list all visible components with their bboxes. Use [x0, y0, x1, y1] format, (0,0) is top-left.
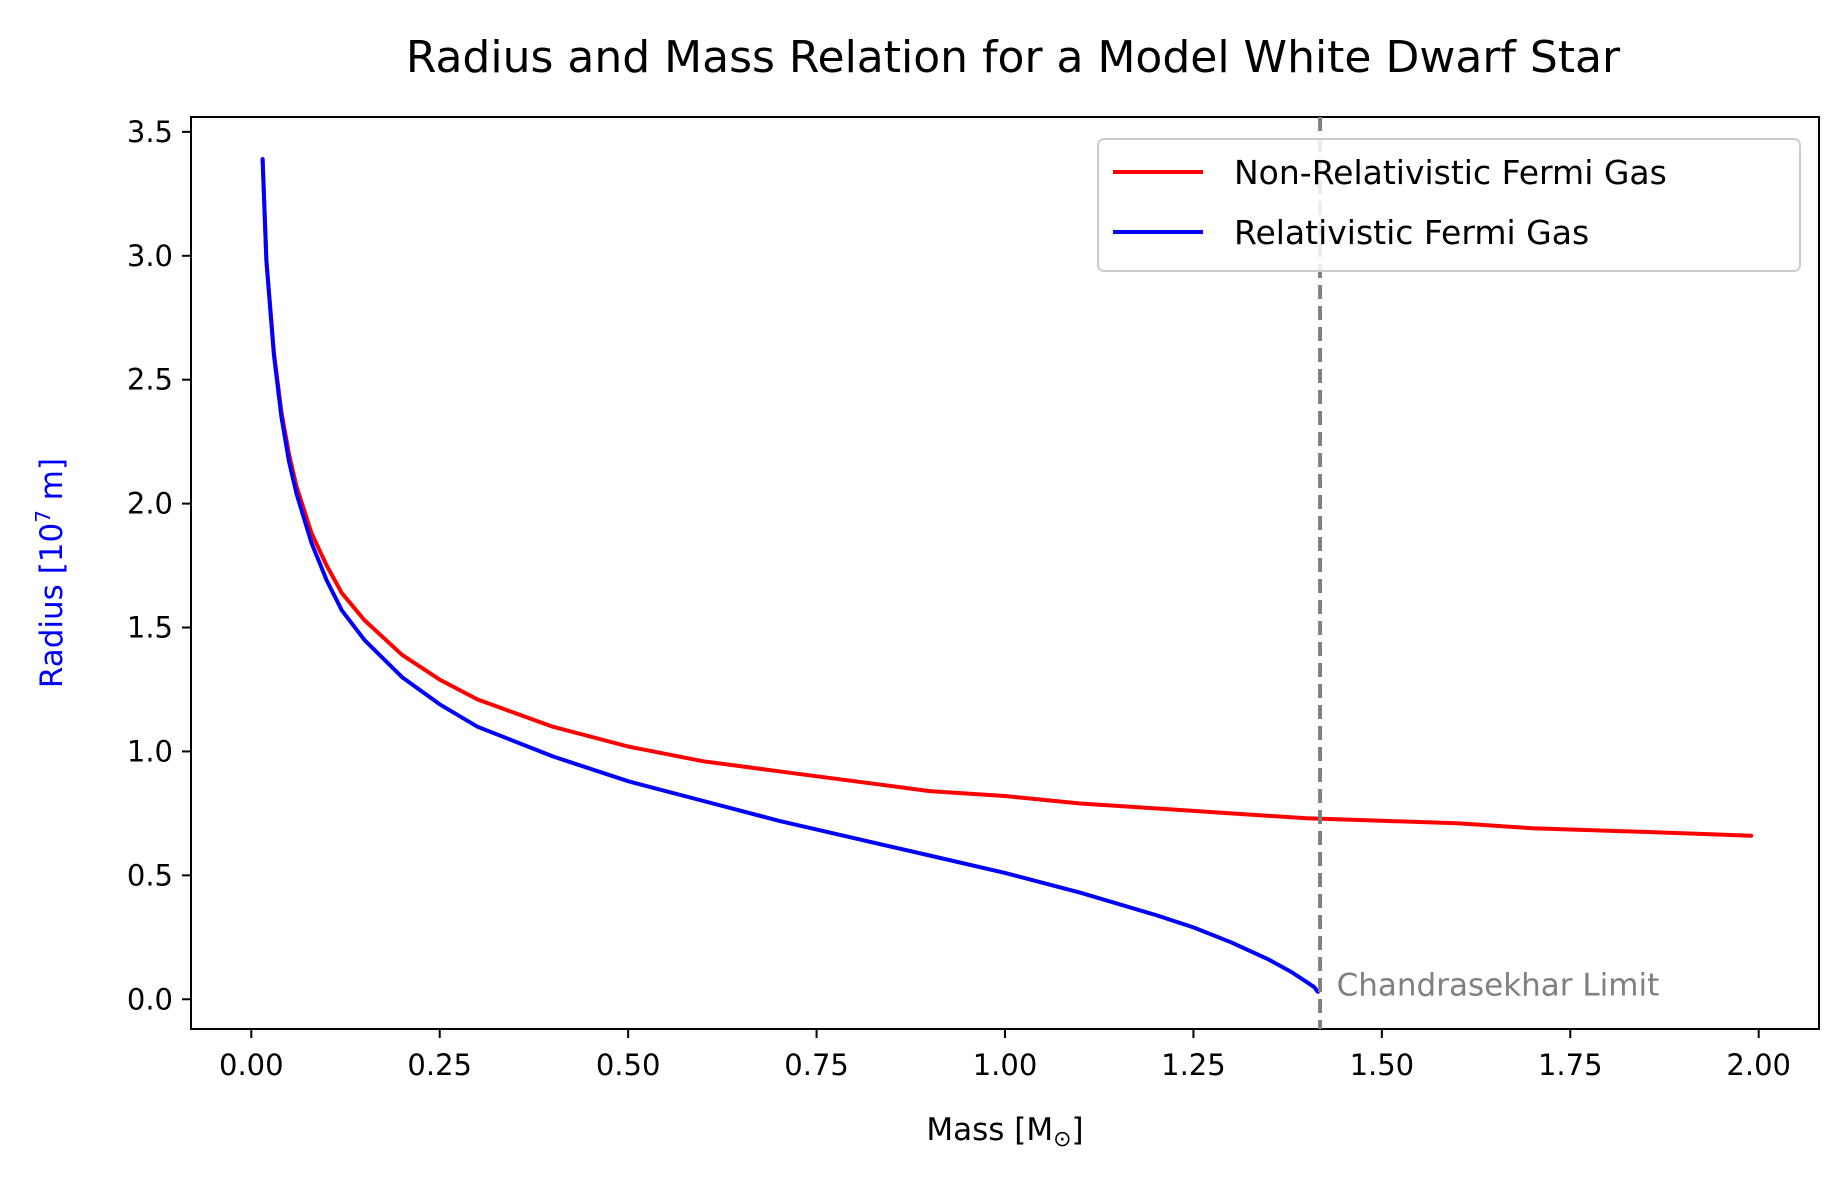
- legend-label-non-relativistic: Non-Relativistic Fermi Gas: [1234, 153, 1667, 192]
- x-tick-label: 1.50: [1350, 1048, 1415, 1082]
- y-tick-label: 1.5: [127, 611, 173, 645]
- y-tick-label: 3.0: [127, 239, 173, 273]
- x-axis-label-subscript: ⊙: [1053, 1127, 1071, 1152]
- legend-label-relativistic: Relativistic Fermi Gas: [1234, 213, 1589, 252]
- x-axis-ticks: 0.00 0.25 0.50 0.75 1.00 1.25 1.50 1.75 2.00: [219, 1029, 1791, 1082]
- x-tick-label: 1.75: [1538, 1048, 1603, 1082]
- y-tick-label: 0.0: [127, 982, 173, 1016]
- x-axis-label-text: Mass [M: [926, 1112, 1053, 1148]
- x-tick-label: 0.75: [784, 1048, 849, 1082]
- y-tick-label: 1.0: [127, 734, 173, 768]
- x-tick-label: 2.00: [1726, 1048, 1791, 1082]
- chart-title: Radius and Mass Relation for a Model Whi…: [406, 32, 1621, 83]
- legend: Non-Relativistic Fermi Gas Relativistic …: [1097, 138, 1801, 272]
- y-tick-label: 2.5: [127, 363, 173, 397]
- x-tick-label: 0.50: [596, 1048, 661, 1082]
- plot-area: Chandrasekhar Limit 0.00 0.25 0.50 0.75 1.00…: [127, 115, 1820, 1082]
- y-tick-label: 2.0: [127, 487, 173, 521]
- chandrasekhar-limit-annotation: Chandrasekhar Limit: [1337, 967, 1660, 1003]
- x-axis-label-close: ]: [1072, 1112, 1084, 1148]
- x-tick-label: 1.00: [973, 1048, 1038, 1082]
- y-axis-label-unit: m]: [34, 458, 70, 510]
- y-tick-label: 0.5: [127, 858, 173, 892]
- y-tick-label: 3.5: [127, 115, 173, 149]
- y-axis-label-text: Radius [10: [34, 523, 70, 688]
- series-layer: [260, 157, 1754, 994]
- y-axis-label-superscript: 7: [31, 510, 55, 523]
- y-axis-label: Radius [107 m]: [31, 458, 70, 688]
- x-tick-label: 0.25: [407, 1048, 472, 1082]
- legend-box: [1097, 138, 1801, 272]
- series-line-1: [260, 157, 1320, 994]
- x-tick-label: 0.00: [219, 1048, 284, 1082]
- y-axis-ticks: 0.0 0.5 1.0 1.5 2.0 2.5 3.0 3.5: [127, 115, 191, 1016]
- x-axis-label: Mass [M⊙]: [926, 1112, 1083, 1152]
- x-tick-label: 1.25: [1161, 1048, 1226, 1082]
